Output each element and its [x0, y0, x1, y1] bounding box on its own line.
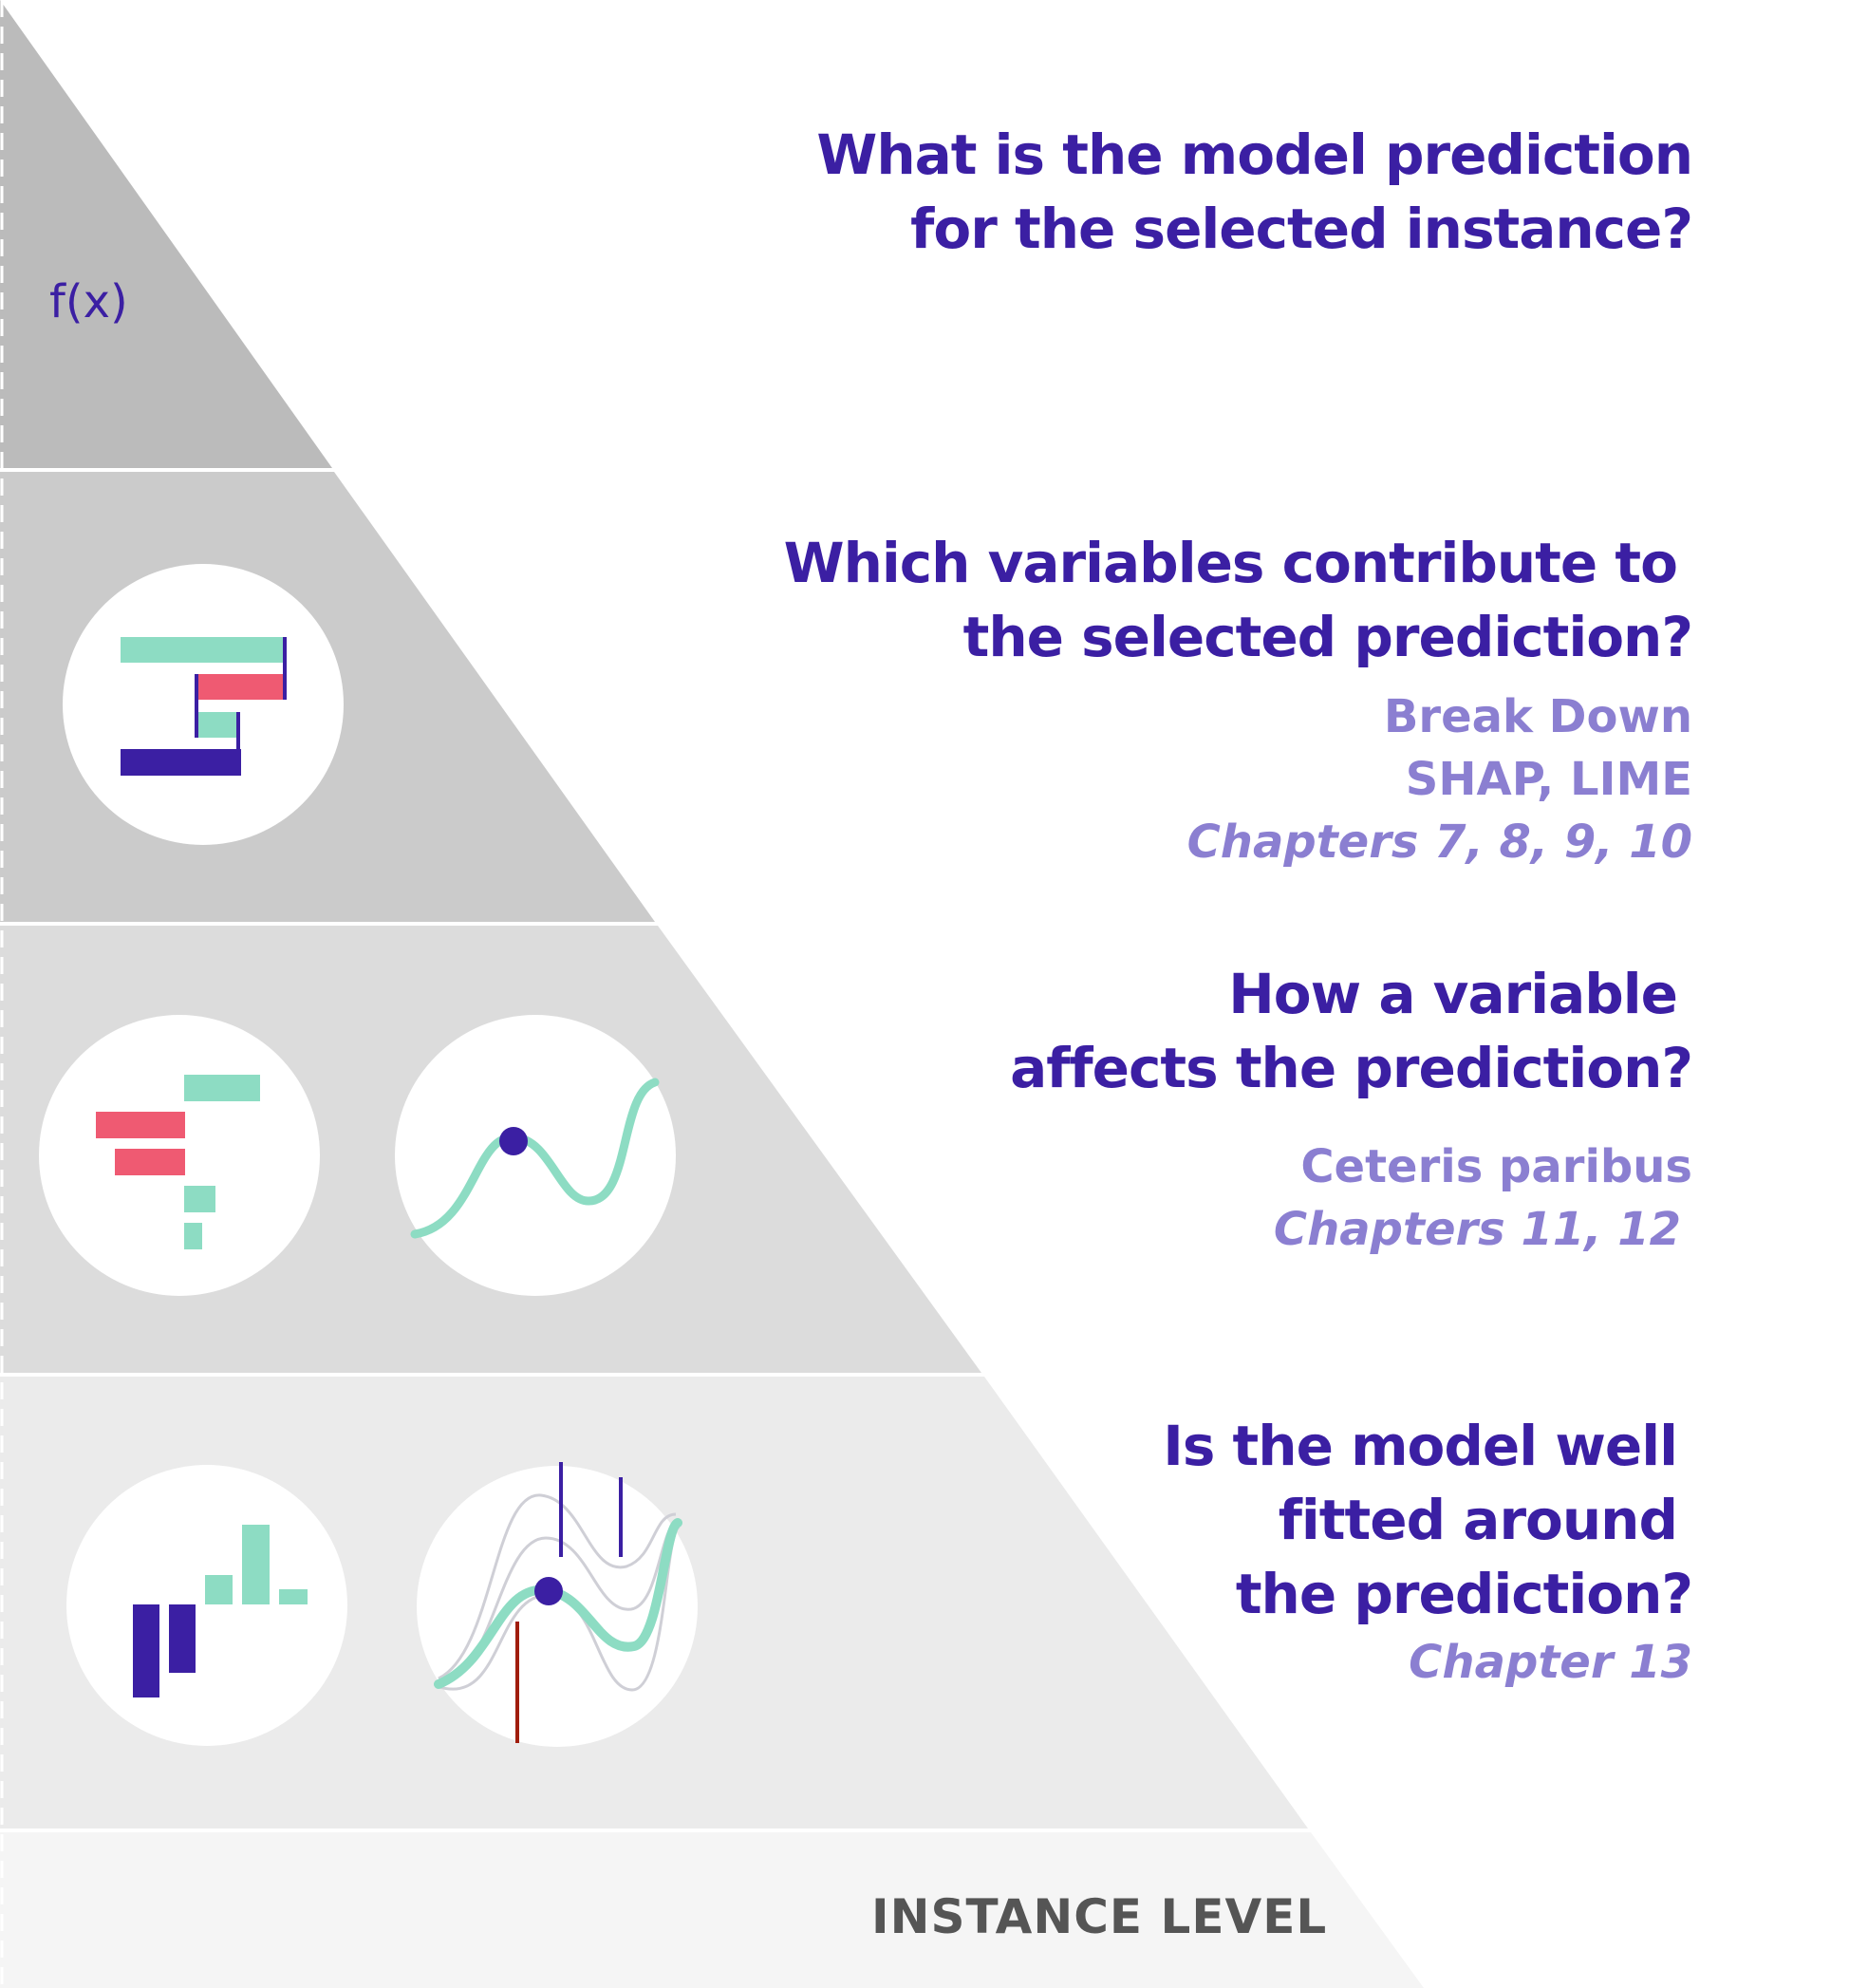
level-2-method-1: Break Down [1383, 690, 1692, 743]
local-fit-bars-icon [66, 1465, 347, 1746]
level-3-text: How a variable affects the prediction? C… [1010, 957, 1693, 1261]
formula-label: f(x) [49, 275, 128, 328]
break-down-icon [63, 564, 344, 845]
level-2-text: Which variables contribute to the select… [783, 526, 1693, 873]
level-3-chapters: Chapters 11, 12 [1273, 1203, 1681, 1256]
level-2-chapters: Chapters 7, 8, 9, 10 [1186, 816, 1692, 869]
level-3-question-line-2: affects the prediction? [1010, 1036, 1693, 1100]
level-2-method-2: SHAP, LIME [1405, 753, 1692, 806]
level-1-text: What is the model prediction for the sel… [816, 118, 1693, 266]
level-4-text: Is the model well fitted around the pred… [1163, 1409, 1693, 1694]
level-4-question-line-2: fitted around [1278, 1488, 1678, 1552]
level-3-question-line-1: How a variable [1228, 962, 1678, 1026]
level-1-question-line-1: What is the model prediction [816, 122, 1693, 187]
level-2-question-line-1: Which variables contribute to [783, 531, 1678, 595]
instance-level-label: INSTANCE LEVEL [871, 1889, 1328, 1944]
local-fit-curves-icon [417, 1462, 698, 1747]
level-1-question-line-2: for the selected instance? [910, 197, 1693, 261]
ceteris-paribus-icon [395, 1015, 676, 1296]
pyramid-band-1 [0, 0, 332, 468]
level-3-method-1: Ceteris paribus [1300, 1140, 1692, 1193]
level-4-chapters: Chapter 13 [1409, 1636, 1692, 1689]
pyramid-band-5 [0, 1832, 1424, 1988]
level-2-question-line-2: the selected prediction? [962, 605, 1693, 669]
level-4-question-line-3: the prediction? [1235, 1562, 1693, 1626]
level-4-question-line-1: Is the model well [1163, 1414, 1678, 1478]
variable-importance-icon [39, 1015, 320, 1296]
